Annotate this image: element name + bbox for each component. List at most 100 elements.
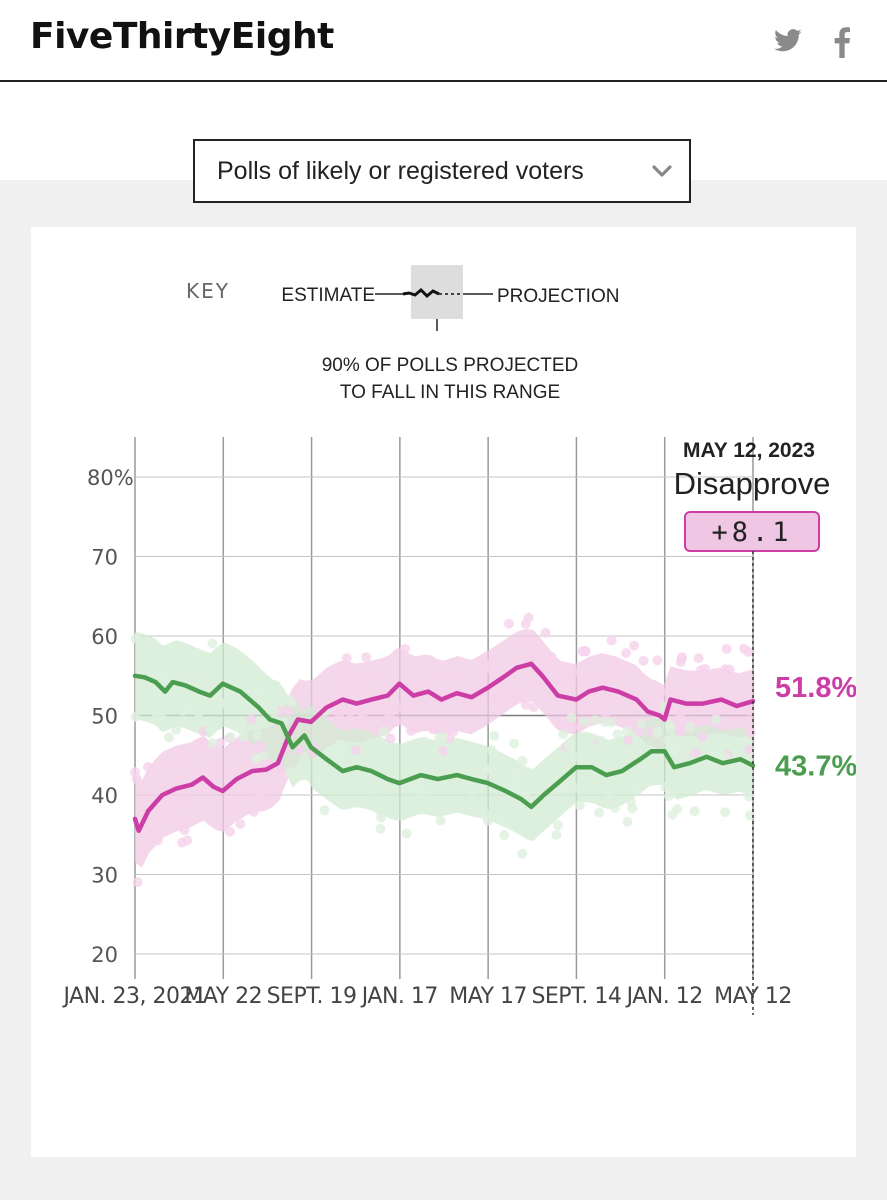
- key-projection-label: PROJECTION: [497, 286, 619, 307]
- poll-dot: [621, 648, 632, 659]
- poll-dot: [675, 726, 686, 737]
- twitter-icon[interactable]: [772, 26, 804, 56]
- key-range-line2: TO FALL IN THIS RANGE: [340, 382, 560, 403]
- x-tick-label: MAY 17: [449, 984, 527, 1009]
- poll-dot: [567, 721, 578, 732]
- chart-key: KEY ESTIMATE PROJECTION 90% OF POLLS PRO…: [186, 265, 619, 403]
- poll-dot: [580, 645, 591, 656]
- poll-dot: [210, 762, 221, 772]
- poll-dot: [733, 776, 744, 787]
- poll-dot: [259, 750, 269, 761]
- poll-dot: [298, 699, 309, 710]
- poll-dot: [462, 745, 473, 756]
- poll-dot: [629, 640, 640, 651]
- poll-dot: [600, 717, 611, 728]
- poll-dot: [622, 816, 633, 827]
- poll-dot: [623, 735, 634, 746]
- poll-dot: [424, 785, 435, 796]
- poll-dot: [235, 819, 246, 830]
- poll-dot: [489, 730, 500, 741]
- poll-dot: [480, 808, 491, 819]
- poll-dot: [652, 655, 663, 666]
- poll-dot: [632, 785, 643, 796]
- poll-dot: [375, 823, 386, 834]
- approval-chart-card: KEY ESTIMATE PROJECTION 90% OF POLLS PRO…: [31, 227, 856, 1157]
- poll-dot: [413, 793, 424, 804]
- poll-dot: [136, 848, 147, 858]
- poll-dot: [420, 764, 431, 775]
- poll-dot: [224, 826, 235, 837]
- poll-dot: [236, 720, 247, 731]
- poll-dot: [385, 708, 396, 719]
- poll-dot: [374, 804, 385, 815]
- poll-dot: [517, 848, 528, 859]
- poll-dot: [385, 733, 396, 744]
- poll-dot: [541, 660, 551, 671]
- y-tick-label: 40: [91, 784, 118, 808]
- poll-dot: [578, 698, 589, 709]
- poll-dot: [594, 807, 605, 818]
- poll-dot: [178, 792, 188, 803]
- poll-dot: [438, 801, 449, 812]
- poll-dot: [670, 745, 681, 756]
- poll-dot: [179, 825, 190, 836]
- poll-dot: [414, 783, 425, 794]
- poll-dot: [558, 729, 569, 740]
- chart-end-labels: 51.8% 43.7%: [775, 672, 856, 782]
- poll-dot: [715, 735, 726, 745]
- poll-dot: [492, 692, 503, 703]
- poll-dot: [564, 737, 575, 748]
- x-tick-label: SEPT. 19: [267, 984, 357, 1009]
- poll-dot: [435, 815, 446, 826]
- poll-dot: [509, 738, 520, 749]
- poll-dot: [638, 655, 649, 666]
- poll-dot: [269, 706, 279, 717]
- site-logo[interactable]: FiveThirtyEight: [30, 16, 334, 57]
- poll-dot: [246, 714, 257, 725]
- poll-dot: [663, 735, 674, 746]
- poll-type-dropdown[interactable]: Polls of likely or registered voters: [193, 139, 691, 203]
- poll-dot: [176, 751, 187, 762]
- tooltip-margin-value: +8.1: [711, 517, 792, 548]
- poll-dot: [252, 786, 263, 797]
- poll-dot: [182, 703, 193, 713]
- poll-dot: [632, 776, 643, 787]
- poll-dot: [744, 705, 755, 716]
- poll-dot: [164, 732, 174, 743]
- poll-dot: [252, 730, 263, 741]
- poll-dot: [604, 789, 615, 800]
- poll-dot: [600, 708, 611, 719]
- poll-dot: [631, 736, 642, 747]
- poll-dot: [519, 789, 530, 800]
- poll-dot: [493, 752, 504, 762]
- tooltip-label: Disapprove: [674, 466, 831, 501]
- poll-dot: [522, 636, 533, 647]
- poll-dot: [552, 820, 563, 831]
- poll-dot: [720, 664, 731, 675]
- poll-dot: [191, 647, 202, 658]
- poll-dot: [351, 745, 362, 756]
- poll-dot: [170, 652, 181, 663]
- chart-lines: [132, 661, 756, 834]
- poll-dot: [562, 781, 573, 792]
- poll-dot: [675, 708, 686, 719]
- poll-dot: [606, 635, 617, 646]
- poll-dot: [171, 724, 181, 735]
- poll-dot: [361, 672, 372, 683]
- poll-dot: [720, 807, 731, 818]
- poll-dot: [700, 677, 711, 687]
- poll-dot: [480, 659, 491, 670]
- poll-dot: [394, 701, 405, 712]
- poll-dot: [482, 764, 493, 775]
- poll-dot: [610, 656, 621, 667]
- poll-dot: [745, 728, 756, 738]
- poll-dot: [597, 698, 608, 708]
- poll-dot: [678, 691, 689, 702]
- poll-dot: [636, 718, 647, 729]
- poll-dot: [511, 692, 522, 703]
- poll-dot: [680, 750, 691, 761]
- poll-dot: [711, 714, 722, 725]
- poll-dot: [739, 643, 749, 654]
- facebook-icon[interactable]: [832, 26, 852, 58]
- tooltip-date: MAY 12, 2023: [683, 439, 815, 462]
